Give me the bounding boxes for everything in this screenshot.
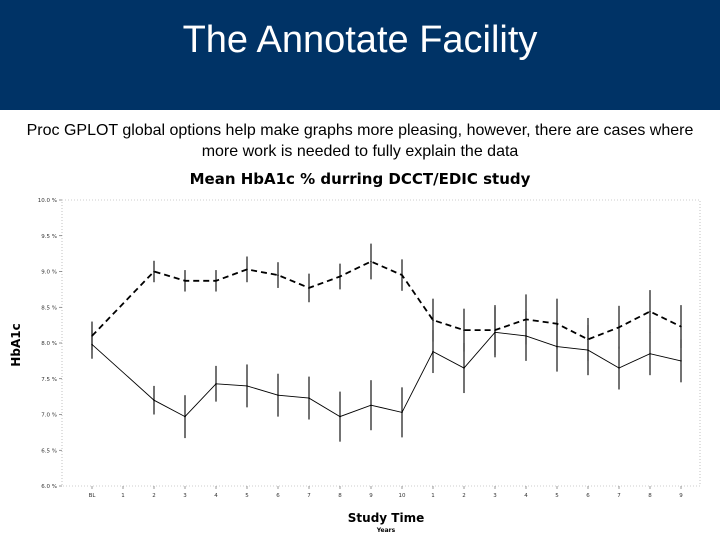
data-point-solid xyxy=(587,349,589,351)
y-tick-label: 6.0 % xyxy=(41,484,57,490)
x-tick-label: 3 xyxy=(183,493,187,499)
y-tick-label: 8.5 % xyxy=(41,305,57,311)
x-tick-label: 3 xyxy=(493,493,497,499)
y-tick-label: 9.5 % xyxy=(41,234,57,240)
data-point-solid xyxy=(246,385,248,387)
data-point-dashed xyxy=(215,279,217,282)
data-point-solid xyxy=(556,345,558,348)
plot-frame xyxy=(61,199,701,487)
y-tick-label: 9.0 % xyxy=(41,270,57,276)
x-tick-label: 1 xyxy=(121,493,125,499)
data-point-solid xyxy=(308,397,310,399)
x-tick-label: 8 xyxy=(338,493,342,499)
data-point-solid xyxy=(401,411,403,414)
x-axis-label: Study Time xyxy=(348,511,424,525)
x-tick-label: 9 xyxy=(369,493,373,499)
data-point-dashed xyxy=(649,310,651,313)
data-point-dashed xyxy=(432,319,434,321)
data-point-dashed xyxy=(401,274,403,276)
data-point-solid xyxy=(680,360,682,362)
y-axis-label: HbA1c xyxy=(9,323,23,366)
x-tick-label: 2 xyxy=(462,493,466,499)
x-tick-label: 9 xyxy=(679,493,683,499)
chart-series xyxy=(91,243,682,442)
data-point-dashed xyxy=(680,325,682,328)
x-tick-label: 6 xyxy=(276,493,280,499)
data-point-solid xyxy=(215,382,217,385)
data-point-solid xyxy=(370,404,372,407)
x-tick-label: 1 xyxy=(431,493,435,499)
y-tick-label: 10.0 % xyxy=(38,198,57,204)
data-point-dashed xyxy=(370,260,372,263)
data-point-dashed xyxy=(308,287,310,289)
x-tick-label: 5 xyxy=(555,493,559,499)
data-point-solid xyxy=(649,352,651,355)
data-point-solid xyxy=(618,367,620,369)
data-point-solid xyxy=(432,350,434,353)
x-tick-label: 10 xyxy=(399,493,406,499)
data-point-solid xyxy=(91,343,93,346)
data-point-dashed xyxy=(463,329,465,331)
x-tick-label: BL xyxy=(89,493,97,499)
x-tick-label: 6 xyxy=(586,493,590,499)
y-tick-label: 8.0 % xyxy=(41,341,57,347)
data-point-solid xyxy=(463,367,465,369)
x-tick-label: 7 xyxy=(307,493,311,499)
x-tick-label: 4 xyxy=(214,493,218,499)
data-point-solid xyxy=(494,331,496,334)
x-tick-label: 7 xyxy=(617,493,621,499)
data-point-solid xyxy=(525,335,527,337)
series-line-solid xyxy=(91,331,682,418)
y-tick-label: 7.0 % xyxy=(41,413,57,419)
title-banner: The Annotate Facility xyxy=(0,0,720,110)
series-line-dashed xyxy=(91,260,682,341)
chart-axes: 6.0 % 6.5 % 7.0 % 7.5 % 8.0 % 8.5 % 9.0 % 9.5 %… xyxy=(38,198,701,499)
y-tick-label: 7.5 % xyxy=(41,377,57,383)
data-point-solid xyxy=(184,415,186,418)
x-tick-label: 2 xyxy=(152,493,156,499)
x-tick-label: 4 xyxy=(524,493,528,499)
data-point-solid xyxy=(277,394,279,396)
x-tick-label: 5 xyxy=(245,493,249,499)
data-point-dashed xyxy=(339,275,341,278)
data-point-dashed xyxy=(153,270,155,273)
data-point-solid xyxy=(339,415,341,418)
data-point-dashed xyxy=(277,274,279,276)
data-point-dashed xyxy=(184,279,186,282)
x-axis-sublabel: Years xyxy=(376,527,396,534)
hba1c-chart: Mean HbA1c % durring DCCT/EDIC study 6.0… xyxy=(9,170,701,534)
data-point-dashed xyxy=(618,326,620,329)
slide-subtitle: Proc GPLOT global options help make grap… xyxy=(26,122,694,160)
chart-title: Mean HbA1c % durring DCCT/EDIC study xyxy=(190,170,531,188)
y-tick-label: 6.5 % xyxy=(41,448,57,454)
data-point-dashed xyxy=(246,268,248,271)
page-title: The Annotate Facility xyxy=(182,19,538,61)
x-tick-label: 8 xyxy=(648,493,652,499)
data-point-solid xyxy=(153,399,155,401)
